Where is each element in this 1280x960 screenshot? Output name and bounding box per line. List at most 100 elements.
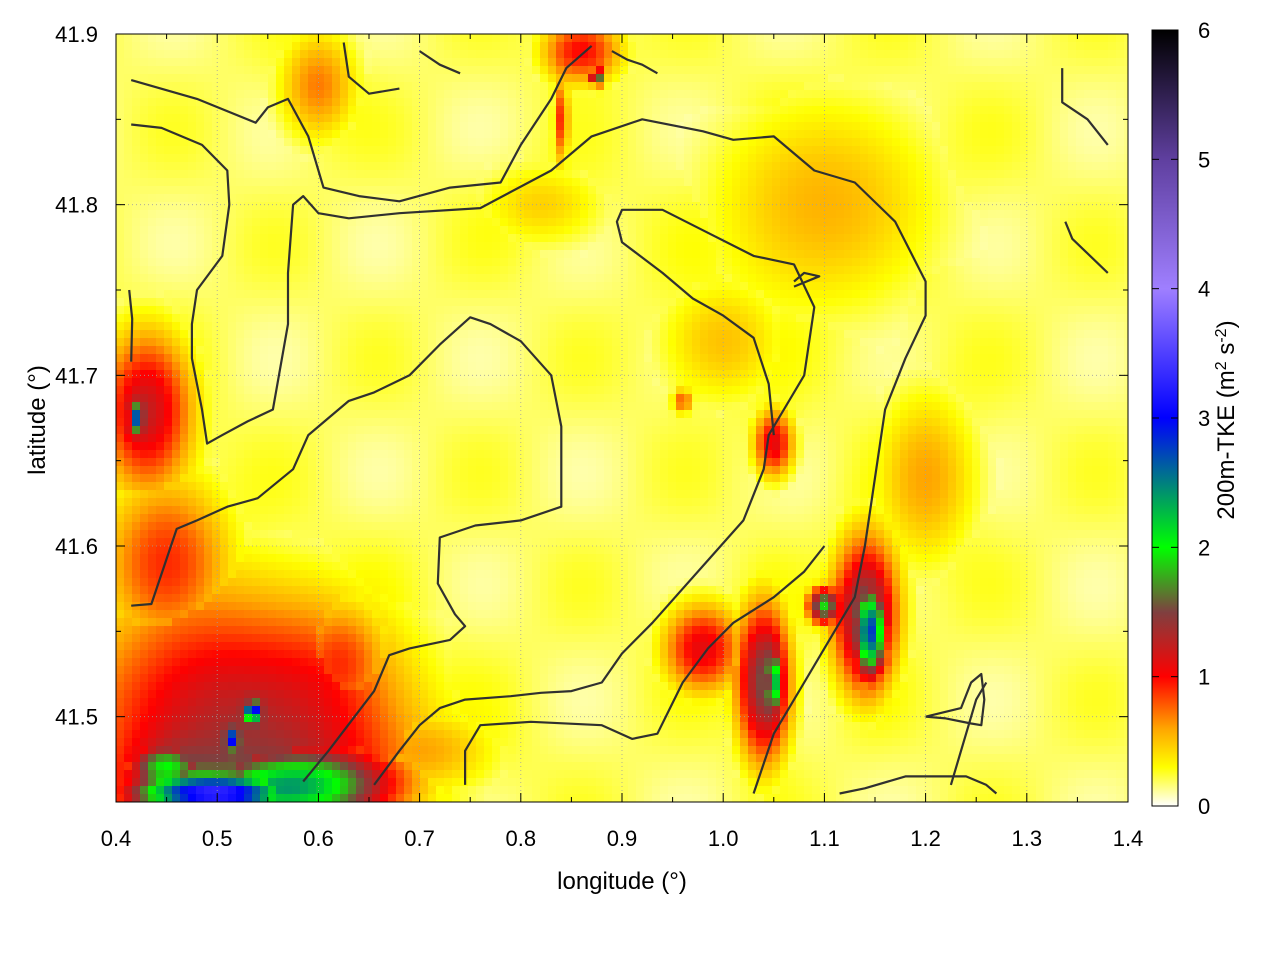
heat-cell-3534 — [956, 250, 965, 259]
heat-cell-2605 — [636, 194, 645, 203]
heat-cell-2766 — [908, 202, 917, 211]
heat-cell-3982 — [476, 282, 485, 291]
heat-cell-774 — [212, 82, 221, 91]
heat-cell-3910 — [916, 274, 925, 283]
heat-cell-1876 — [900, 146, 909, 155]
heat-cell-3010 — [828, 218, 837, 227]
heat-cell-2930 — [188, 218, 197, 227]
heat-cell-368 — [1028, 50, 1037, 59]
heat-cell-2700 — [380, 202, 389, 211]
heat-cell-4566 — [1084, 314, 1093, 323]
heat-cell-2767 — [916, 202, 925, 211]
heat-cell-4023 — [804, 282, 813, 291]
heat-cell-2092 — [596, 162, 605, 171]
heat-cell-2135 — [940, 162, 949, 171]
heat-cell-2488 — [716, 186, 725, 195]
heat-cell-3000 — [748, 218, 757, 227]
heat-cell-1529 — [156, 130, 165, 139]
heat-cell-825 — [620, 82, 629, 91]
heat-cell-3699 — [244, 266, 253, 275]
heat-cell-2199 — [436, 170, 445, 179]
heat-cell-4128 — [628, 290, 637, 299]
heat-cell-288 — [388, 50, 397, 59]
heat-cell-852 — [836, 82, 845, 91]
heat-cell-885 — [1100, 82, 1109, 91]
heat-cell-2196 — [412, 170, 421, 179]
heat-cell-2809 — [236, 210, 245, 219]
heat-cell-3432 — [140, 250, 149, 259]
heat-cell-4812 — [1020, 330, 1029, 339]
heat-cell-4811 — [1012, 330, 1021, 339]
heat-cell-4390 — [692, 306, 701, 315]
heat-cell-2971 — [516, 218, 525, 227]
heat-cell-4044 — [972, 282, 981, 291]
heat-cell-4523 — [740, 314, 749, 323]
heat-cell-4012 — [716, 282, 725, 291]
heat-cell-2779 — [1012, 202, 1021, 211]
heat-cell-3718 — [396, 266, 405, 275]
heat-cell-4197 — [164, 298, 173, 307]
heat-cell-4438 — [1076, 306, 1085, 315]
heat-cell-1102 — [804, 98, 813, 107]
heat-cell-804 — [452, 82, 461, 91]
heat-cell-2995 — [708, 218, 717, 227]
heat-cell-4982 — [348, 346, 357, 355]
heat-cell-4474 — [348, 314, 357, 323]
heat-cell-607 — [908, 66, 917, 75]
heat-cell-3144 — [884, 226, 893, 235]
heat-cell-3347 — [476, 242, 485, 251]
heat-cell-251 — [1108, 42, 1117, 51]
heat-cell-1285 — [236, 114, 245, 123]
heat-cell-4029 — [852, 282, 861, 291]
heat-cell-2353 — [652, 178, 661, 187]
heat-cell-3789 — [964, 266, 973, 275]
heat-cell-3747 — [628, 266, 637, 275]
heat-cell-4553 — [980, 314, 989, 323]
heat-cell-1190 — [492, 106, 501, 115]
heat-cell-2468 — [556, 186, 565, 195]
heat-cell-3252 — [732, 234, 741, 243]
heat-cell-3677 — [1084, 258, 1093, 267]
heat-cell-3765 — [772, 266, 781, 275]
heat-cell-3203 — [340, 234, 349, 243]
heat-cell-3301 — [1124, 234, 1128, 243]
heat-cell-1250 — [972, 106, 981, 115]
heat-cell-4480 — [396, 314, 405, 323]
heat-cell-1619 — [876, 130, 885, 139]
heat-cell-4467 — [292, 314, 301, 323]
heat-cell-2049 — [252, 162, 261, 171]
heat-cell-2837 — [460, 210, 469, 219]
heat-cell-1759 — [980, 138, 989, 147]
heat-cell-4327 — [188, 306, 197, 315]
heat-cell-3471 — [452, 250, 461, 259]
heat-cell-2818 — [308, 210, 317, 219]
heat-cell-3348 — [484, 242, 493, 251]
heat-cell-4897 — [684, 338, 693, 347]
heat-cell-2843 — [508, 210, 517, 219]
heat-cell-142 — [236, 42, 245, 51]
heat-cell-695 — [596, 74, 605, 83]
heat-cell-3075 — [332, 226, 341, 235]
heat-cell-1970 — [636, 154, 645, 163]
heat-cell-3193 — [260, 234, 269, 243]
heat-cell-1913 — [180, 154, 189, 163]
heat-cell-2972 — [524, 218, 533, 227]
heat-cell-2608 — [660, 194, 669, 203]
heat-cell-489 — [980, 58, 989, 67]
heat-cell-37 — [412, 34, 421, 43]
heat-cell-1971 — [644, 154, 653, 163]
heat-cell-370 — [1044, 50, 1053, 59]
heat-cell-1114 — [900, 98, 909, 107]
heat-cell-4428 — [996, 306, 1005, 315]
heat-cell-3474 — [476, 250, 485, 259]
heat-cell-1757 — [964, 138, 973, 147]
heat-cell-4536 — [844, 314, 853, 323]
heat-cell-284 — [356, 50, 365, 59]
heat-cell-4767 — [660, 330, 669, 339]
heat-cell-4944 — [1060, 338, 1069, 347]
heat-cell-4565 — [1076, 314, 1085, 323]
heat-cell-254 — [116, 50, 125, 59]
heat-cell-4270 — [748, 298, 757, 307]
heat-cell-4548 — [940, 314, 949, 323]
heat-cell-134 — [172, 42, 181, 51]
